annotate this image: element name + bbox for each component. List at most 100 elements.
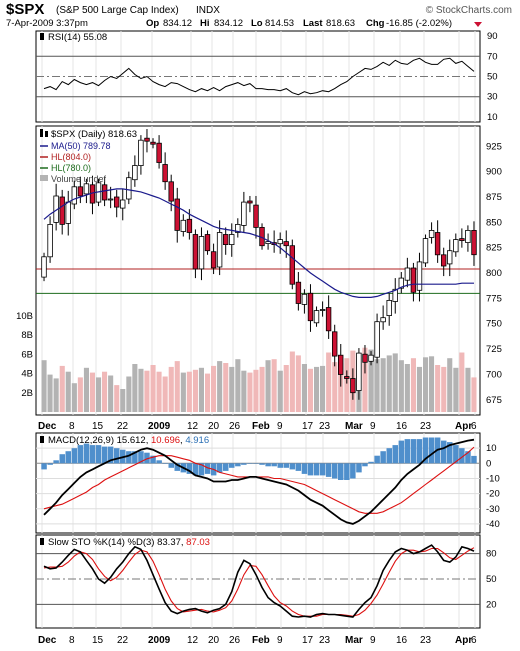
x-axis-label-bottom: 12	[187, 635, 199, 646]
macd-histogram-bar	[138, 451, 144, 464]
macd-histogram-bar	[114, 448, 120, 464]
macd-histogram-bar	[301, 463, 308, 474]
volume-tick-label: 2B	[21, 388, 33, 399]
candle-body	[168, 181, 174, 202]
legend-bar-icon	[40, 538, 44, 545]
volume-bar	[120, 389, 126, 412]
macd-histogram-bar	[350, 463, 356, 479]
volume-bar	[465, 367, 471, 412]
volume-bar	[338, 363, 344, 412]
volume-bar	[398, 360, 404, 412]
hi-label: Hi	[200, 18, 210, 29]
volume-bar	[211, 365, 217, 412]
macd-histogram-bar	[392, 445, 398, 464]
macd-histogram-bar	[368, 461, 374, 464]
volume-bar	[114, 385, 120, 412]
price-tick-label: 675	[486, 395, 502, 406]
volume-bar	[41, 360, 47, 412]
candle-body	[344, 376, 350, 379]
macd-histogram-bar	[192, 463, 199, 476]
candle-body	[331, 331, 338, 357]
rsi-tick-label: 90	[487, 31, 498, 42]
macd-histogram-bar	[344, 463, 350, 480]
macd-histogram-bar	[380, 451, 386, 464]
last-label: Last	[303, 18, 323, 29]
price-tick-label: 700	[486, 369, 502, 380]
volume-bar	[168, 366, 174, 412]
ma-legend-text: MA(50) 789.78	[51, 141, 111, 151]
sto-k-line	[43, 544, 475, 618]
volume-bar	[126, 376, 132, 412]
volume-bar	[96, 377, 102, 412]
quote-line: Op 834.12 Hi 834.12 Lo 814.53 Last 818.6…	[146, 18, 452, 29]
macd-histogram-bar	[229, 463, 235, 468]
macd-histogram-bar	[338, 463, 344, 480]
macd-histogram-bar	[283, 463, 289, 468]
date-label: 7-Apr-2009 3:37pm	[6, 18, 88, 29]
macd-histogram-bar	[447, 442, 453, 464]
macd-histogram-bar	[459, 448, 465, 464]
macd-legend-v2: 10.696	[151, 435, 180, 446]
chg-value: -16.85 (-2.02%)	[386, 18, 452, 29]
macd-histogram-bar	[144, 452, 150, 464]
exchange-label: INDX	[196, 5, 220, 16]
macd-histogram-bar	[156, 460, 162, 464]
volume-bar	[314, 366, 320, 412]
x-axis-label-bottom: 20	[208, 635, 220, 646]
macd-histogram-bar	[319, 463, 326, 476]
x-axis-label: 12	[187, 421, 199, 432]
macd-histogram-bar	[465, 451, 471, 464]
x-axis-label-bottom: 8	[69, 635, 75, 646]
volume-bar	[271, 359, 277, 412]
price-tick-label: 800	[486, 268, 502, 279]
volume-bar	[192, 369, 198, 412]
volume-bar	[344, 358, 350, 412]
volume-bar	[386, 355, 392, 412]
macd-histogram-bar	[325, 463, 332, 477]
macd-histogram-bar	[186, 463, 193, 474]
candle-body	[228, 234, 235, 246]
candle-body	[283, 241, 289, 247]
macd-histogram-bar	[259, 463, 265, 465]
x-axis-label-bottom: 9	[370, 635, 376, 646]
volume-bar	[453, 367, 459, 412]
candle-body	[374, 321, 380, 358]
candle-body	[325, 307, 332, 332]
macd-histogram-bar	[204, 463, 211, 474]
volume-bar	[429, 356, 435, 412]
volume-bar	[102, 371, 108, 412]
x-axis-label: 2009	[148, 421, 171, 432]
x-axis-label-bottom: 6	[471, 635, 477, 646]
hi-value: 834.12	[214, 18, 243, 29]
volume-bar	[156, 371, 162, 412]
volume-bar	[368, 349, 374, 412]
macd-histogram-bar	[223, 463, 229, 471]
x-axis-label: Apr	[455, 421, 472, 432]
candle-body	[210, 251, 217, 269]
macd-legend-v3: 4.916	[185, 435, 209, 446]
macd-histogram-bar	[374, 455, 380, 464]
volume-bar	[277, 370, 283, 412]
hl2-legend-text: HL(780.0)	[51, 163, 91, 173]
sto-legend: Slow STO %K(14) %D(3) 83.37, 87.03	[40, 537, 210, 548]
x-axis-label: 9	[370, 421, 376, 432]
candle-body	[138, 139, 144, 166]
index-name: (S&P 500 Large Cap Index)	[56, 5, 179, 16]
candle-body	[65, 201, 71, 224]
volume-bar	[416, 366, 422, 412]
candle-body	[356, 352, 362, 392]
macd-histogram-bar	[174, 463, 180, 471]
macd-tick-label: 0	[486, 458, 491, 469]
macd-histogram-bar	[471, 455, 477, 464]
macd-histogram-bar	[235, 463, 241, 467]
candle-body	[180, 219, 186, 232]
x-axis-label-bottom: 17	[302, 635, 314, 646]
lo-label: Lo	[251, 18, 263, 29]
volume-bar	[180, 372, 186, 412]
candle-body	[120, 199, 126, 209]
x-axis-label: 23	[319, 421, 331, 432]
macd-histogram-bar	[422, 437, 429, 464]
candle-body	[446, 250, 453, 265]
hl1-legend-text: HL(804.0)	[51, 152, 91, 162]
macd-histogram-bar	[295, 463, 302, 471]
